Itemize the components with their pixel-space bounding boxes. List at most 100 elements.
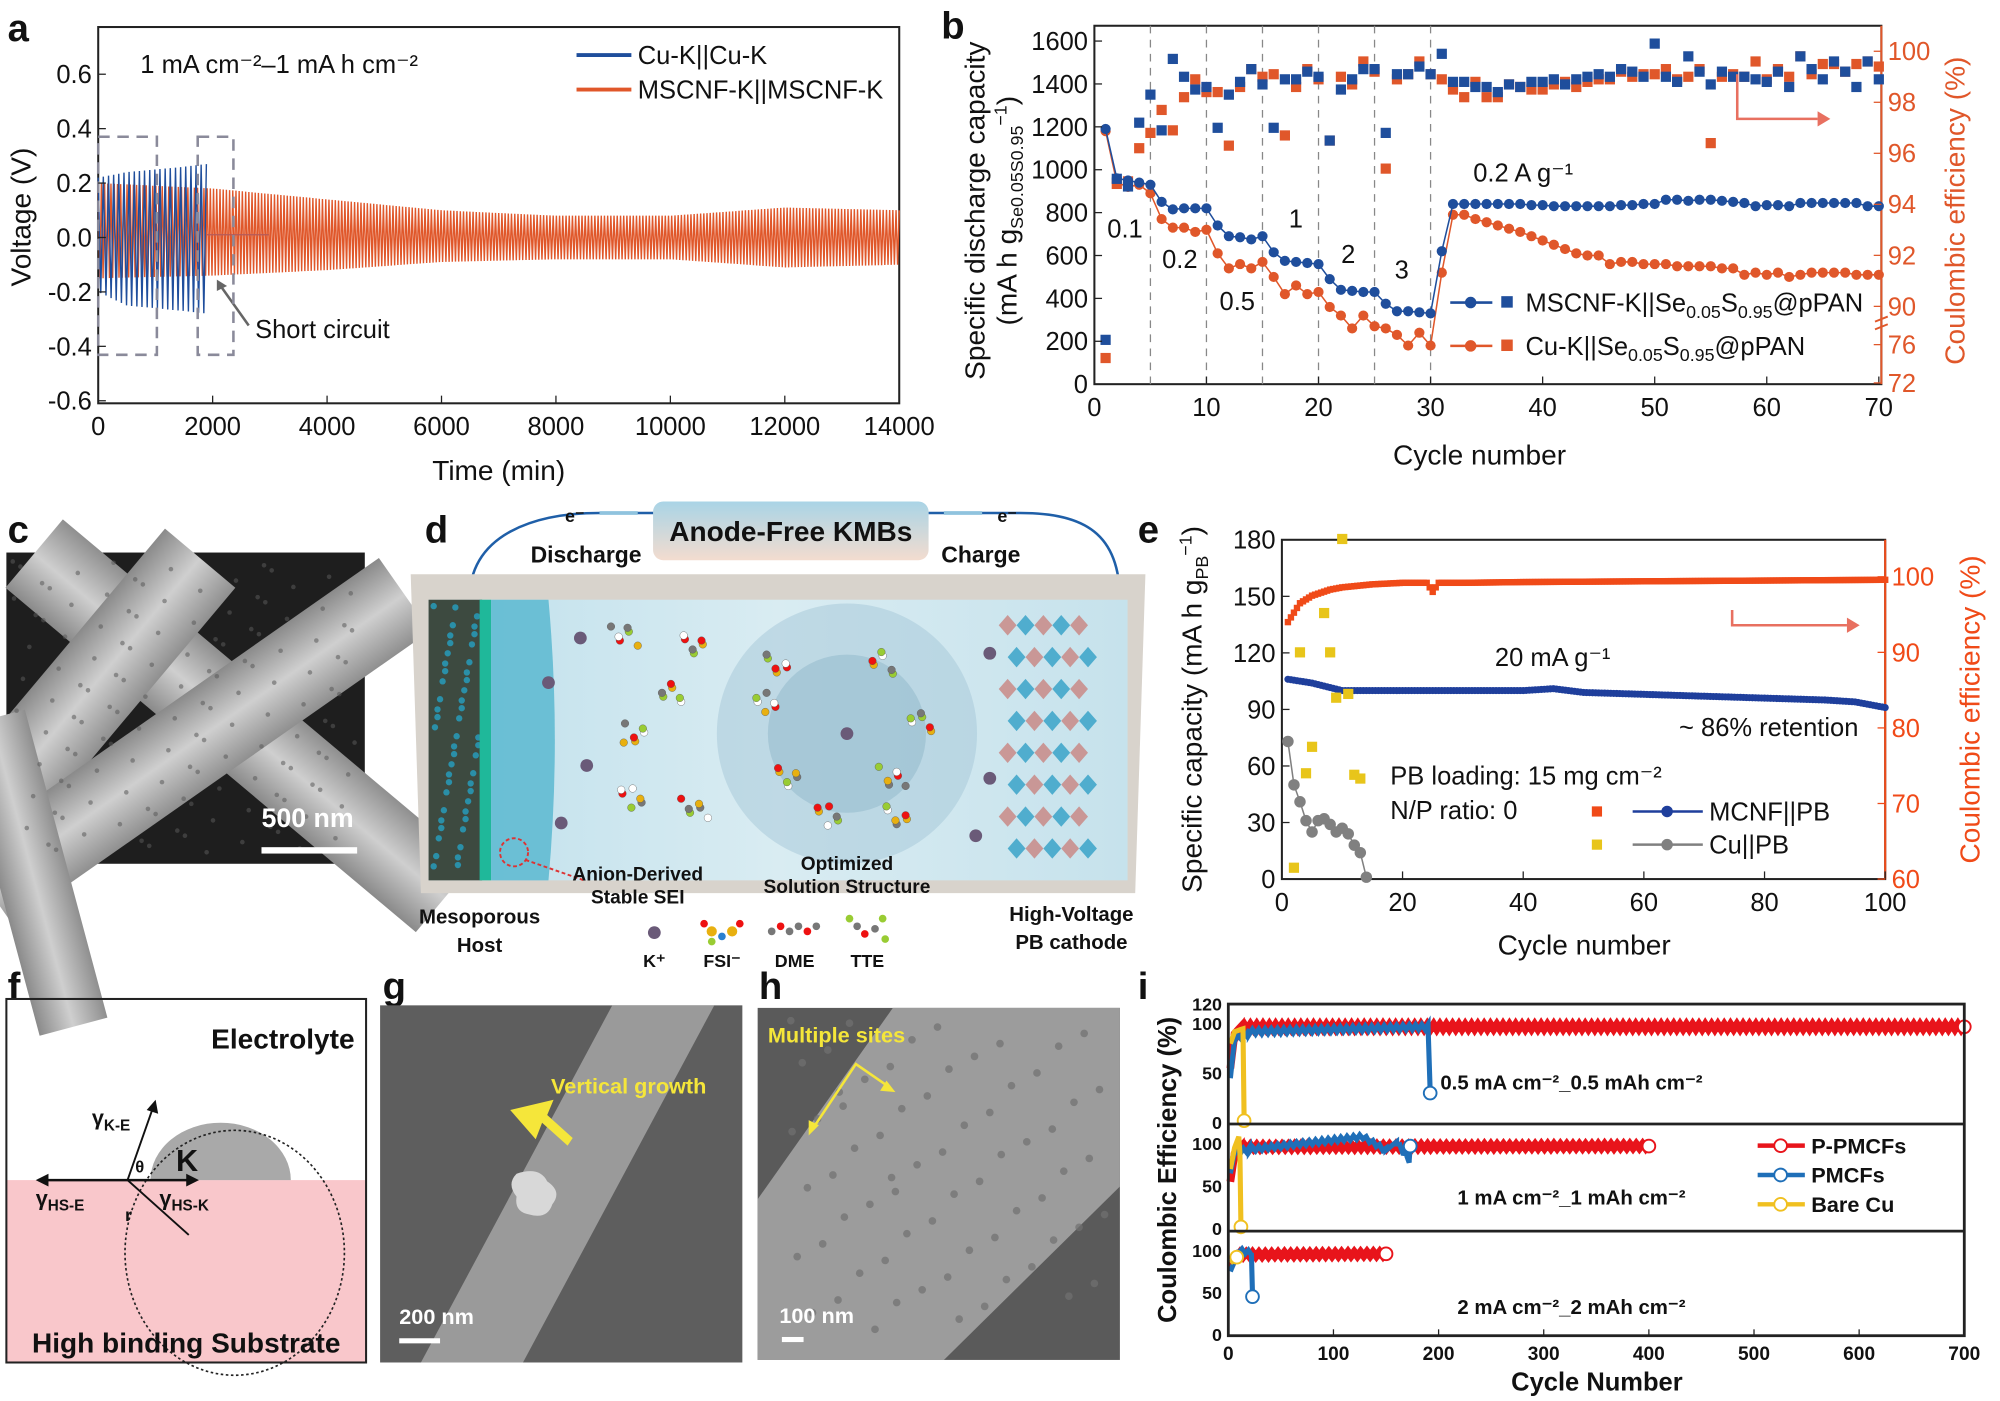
capacity-point (1828, 267, 1840, 278)
scale-bar-label: 100 nm (779, 1303, 854, 1328)
ce-point (1571, 74, 1582, 85)
condition-label-2: 1 mA cm⁻²_1 mAh cm⁻² (1457, 1187, 1685, 1209)
ce-point (1380, 163, 1391, 174)
pore (136, 726, 142, 731)
y-tick-label: 0.2 (56, 170, 91, 198)
pore (439, 678, 446, 685)
pore (301, 702, 306, 707)
ce-point (1795, 51, 1806, 62)
ce-point (1492, 86, 1503, 98)
molecule-atom (677, 794, 686, 803)
pore (294, 733, 300, 739)
sites-annotation: Multiple sites (768, 1022, 905, 1047)
pore (336, 691, 342, 697)
site (1080, 1029, 1089, 1038)
pore (175, 828, 180, 833)
ce-point (1294, 647, 1306, 658)
ce-point (1840, 66, 1851, 77)
site (1033, 1069, 1041, 1077)
cathode-label-1: High-Voltage (1009, 904, 1133, 926)
dme-icon (767, 922, 821, 936)
ce-point (1300, 768, 1312, 779)
y-axis-unit: (mA h gSe0.05S0.95−1) (990, 96, 1027, 326)
molecule-atom (614, 632, 623, 641)
panel-label-c: c (8, 508, 29, 551)
ce-point (1306, 741, 1318, 752)
x-axis-label: Cycle Number (1511, 1369, 1683, 1397)
ce-point (1325, 647, 1336, 658)
loading-annotation: PB loading: 15 mg cm⁻² (1390, 763, 1661, 791)
ce-point (1873, 61, 1884, 72)
ce-trace (1227, 1130, 1413, 1174)
capacity-point (1862, 201, 1873, 212)
y-tick-label: 30 (1247, 809, 1275, 837)
pore (436, 696, 444, 703)
site (1059, 1167, 1068, 1175)
molecule-atom (825, 802, 834, 811)
y-tick-label: 0 (1261, 866, 1275, 894)
capacity-point (1156, 196, 1167, 207)
ce-point (1470, 81, 1481, 93)
x-axis-label: Cycle number (1498, 929, 1671, 960)
ce-point (1319, 607, 1330, 619)
capacity-point (1391, 329, 1403, 340)
molecule-atom (694, 799, 703, 808)
pore (335, 654, 341, 660)
site (918, 1285, 927, 1294)
pore (433, 852, 440, 860)
ce-point (1426, 584, 1433, 591)
molecule-atom (883, 776, 892, 785)
y2-tick-label: 60 (1892, 866, 1920, 894)
pore (117, 821, 123, 827)
capacity-point (1728, 263, 1739, 274)
ce-point (1784, 71, 1795, 82)
pore (88, 800, 93, 805)
pb-octahedron (1079, 774, 1097, 795)
y-tick-label: 800 (1045, 200, 1088, 228)
ce-point (1178, 92, 1190, 103)
site (1028, 1263, 1036, 1271)
pore (303, 814, 309, 819)
capacity-point (1167, 204, 1178, 215)
capacity-point (1134, 177, 1145, 188)
ce-point (1287, 614, 1295, 621)
pore (62, 634, 68, 640)
site (928, 1217, 937, 1225)
pore (448, 761, 455, 768)
molecule-atom (925, 723, 934, 732)
site (855, 1269, 864, 1278)
ce-axis-arrow (1730, 609, 1847, 627)
site (808, 1308, 817, 1317)
molecule-atom (688, 645, 697, 654)
site (1095, 1085, 1104, 1094)
y2-tick-label: 100 (1888, 38, 1931, 66)
pore (185, 652, 190, 657)
k-ion (542, 676, 555, 690)
molecule-atom (617, 785, 626, 794)
ce-point (1324, 135, 1335, 146)
pb-octahedron (1070, 742, 1089, 763)
y2-tick-label: 98 (1888, 89, 1916, 117)
ce-trace (1227, 1135, 1244, 1227)
pb-octahedron (998, 806, 1017, 827)
pore (445, 778, 453, 786)
ce-point (1302, 66, 1313, 77)
legend-marker (1773, 1196, 1788, 1212)
capacity-point (1840, 267, 1851, 278)
site (881, 1256, 890, 1265)
plot-frame (1280, 538, 1887, 881)
site (1054, 1042, 1063, 1050)
site (1048, 1125, 1057, 1133)
ce-point (1257, 71, 1268, 82)
capacity-point (1582, 201, 1593, 212)
legend-mscnf: MSCNF-K||Se0.05S0.95@pPAN (1526, 289, 1864, 321)
molecule-atom (684, 804, 693, 813)
panel-label-a: a (8, 7, 30, 50)
x-tick-label: 14000 (864, 413, 935, 441)
legend-ce-marker (1591, 806, 1603, 817)
pore (71, 714, 77, 720)
site (970, 1052, 979, 1061)
pore (284, 616, 290, 622)
radius-line (126, 1179, 190, 1236)
theta-label: θ (135, 1157, 144, 1176)
